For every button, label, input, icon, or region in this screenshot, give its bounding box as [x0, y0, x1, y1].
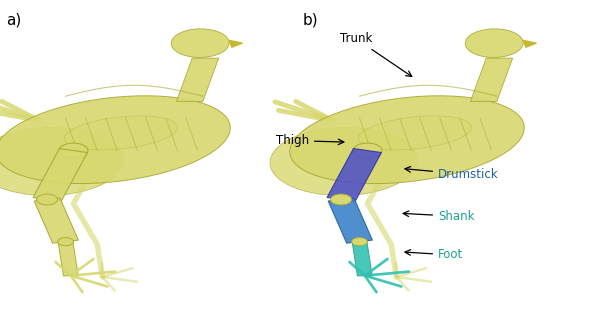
Ellipse shape: [353, 143, 382, 158]
Ellipse shape: [465, 29, 523, 57]
Ellipse shape: [358, 116, 472, 150]
Ellipse shape: [0, 96, 230, 184]
Text: Drumstick: Drumstick: [405, 167, 499, 181]
Ellipse shape: [331, 194, 352, 205]
Polygon shape: [34, 198, 79, 243]
Polygon shape: [328, 198, 373, 243]
Polygon shape: [58, 241, 78, 276]
Text: Thigh: Thigh: [276, 134, 344, 147]
Text: a): a): [6, 12, 21, 28]
Ellipse shape: [0, 127, 124, 196]
Polygon shape: [470, 58, 512, 102]
Polygon shape: [523, 40, 536, 47]
Ellipse shape: [37, 194, 58, 205]
Text: b): b): [303, 12, 319, 28]
Ellipse shape: [59, 143, 88, 158]
Ellipse shape: [64, 116, 178, 150]
Ellipse shape: [290, 96, 524, 184]
Text: Foot: Foot: [405, 248, 463, 261]
Polygon shape: [229, 40, 242, 47]
Text: Trunk: Trunk: [340, 32, 412, 76]
Text: Shank: Shank: [403, 210, 475, 223]
Polygon shape: [33, 149, 88, 201]
Ellipse shape: [270, 127, 418, 196]
Polygon shape: [176, 58, 218, 102]
Ellipse shape: [171, 29, 229, 57]
Polygon shape: [327, 149, 382, 201]
Polygon shape: [352, 241, 372, 276]
Ellipse shape: [58, 238, 73, 246]
Ellipse shape: [352, 238, 367, 246]
